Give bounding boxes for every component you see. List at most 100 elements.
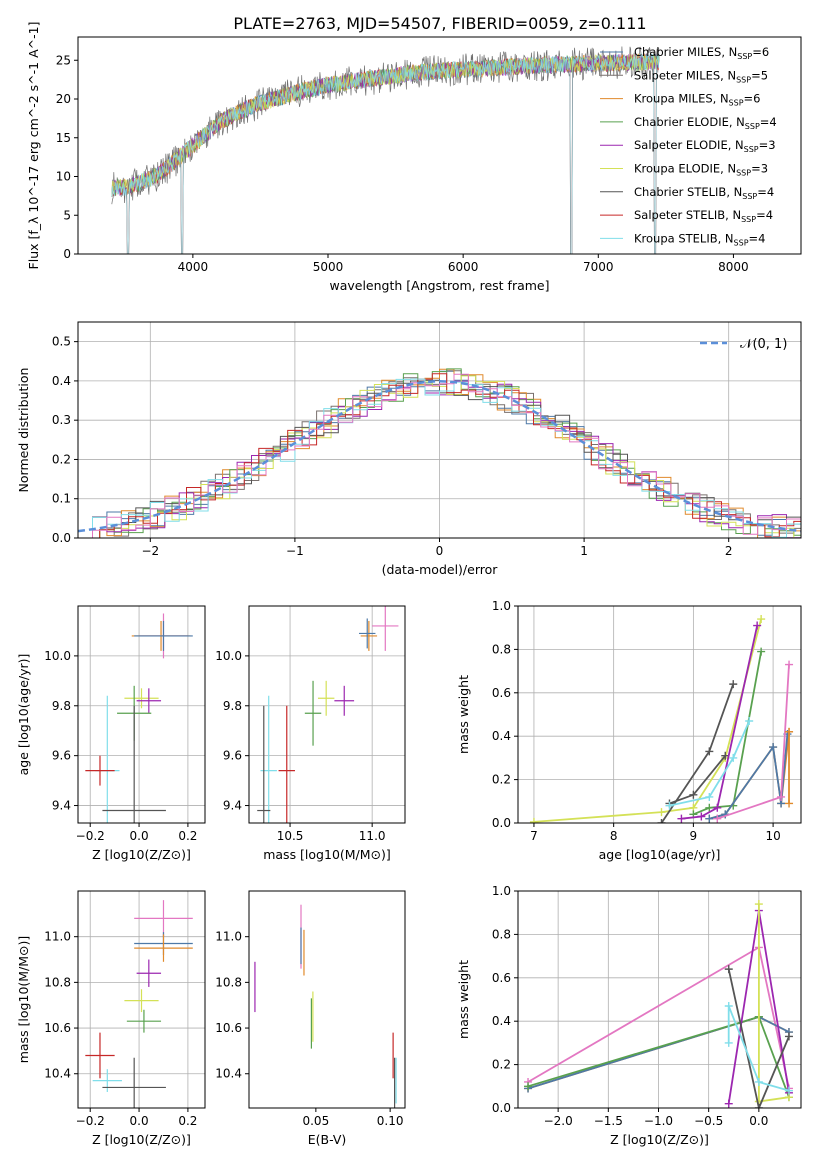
x-tick-label: 0.2	[178, 1114, 197, 1128]
y-tick-label: 10.0	[215, 649, 242, 663]
panel-mass_vs_Z: −0.2 0.0 0.2 10.4 10.6 10.8 11.0 Z [log10(Z/Z⊙)…	[16, 890, 206, 1147]
plot-area-mass_vs_ebv	[254, 904, 397, 1108]
x-tick-label: 7	[530, 829, 538, 843]
axes-frame	[517, 605, 802, 824]
errorbar-point	[136, 688, 162, 714]
y-tick-label: 20	[56, 92, 71, 106]
x-tick-label: −0.5	[694, 1114, 723, 1128]
weight-marker	[753, 621, 762, 630]
weight-marker	[784, 1032, 793, 1041]
y-axis-label: mass weight	[456, 960, 471, 1039]
x-tick-label: 11.0	[359, 829, 386, 843]
y-tick-label: 10	[56, 170, 71, 184]
errorbar-point	[102, 705, 166, 823]
y-tick-label: 25	[56, 53, 71, 67]
y-axis-label: mass weight	[456, 675, 471, 754]
y-tick-label: 10.6	[215, 1021, 242, 1035]
x-tick-label: 0.05	[302, 1114, 329, 1128]
plot-area-age_vs_Z	[85, 613, 193, 823]
errorbar-point	[334, 685, 355, 716]
plot-area-residuals	[78, 368, 801, 538]
weight-marker	[724, 965, 733, 974]
histogram-series	[78, 373, 801, 538]
x-tick-label: 2	[725, 544, 733, 558]
errorbar-point	[134, 934, 193, 962]
weight-marker	[785, 660, 794, 669]
legend-label: 𝒩(0, 1)	[740, 337, 787, 352]
x-tick-label: −0.2	[76, 1114, 105, 1128]
y-tick-label: 0.0	[492, 1101, 511, 1115]
x-tick-label: −1.5	[594, 1114, 623, 1128]
y-axis-label: Flux [f_λ 10^-17 erg cm^-2 s^-1 A^-1]	[26, 22, 41, 270]
y-tick-label: 9.4	[52, 799, 71, 813]
weight-marker	[524, 1082, 533, 1091]
legend-label: Kroupa STELIB, NSSP=4	[634, 231, 765, 247]
weight-marker	[657, 808, 666, 817]
y-tick-label: 5	[63, 208, 71, 222]
y-tick-label: 1.0	[492, 599, 511, 613]
y-tick-label: 15	[56, 131, 71, 145]
x-axis-label: age [log10(age/yr)]	[599, 847, 721, 862]
x-tick-label: 10.5	[277, 829, 304, 843]
y-tick-label: 9.8	[52, 699, 71, 713]
x-tick-label: 10	[765, 829, 780, 843]
x-axis-label: mass [log10(M/M⊙)]	[263, 847, 391, 862]
x-tick-label: 7000	[583, 260, 614, 274]
errorbar-point	[257, 705, 271, 823]
y-tick-label: 10.6	[44, 1021, 71, 1035]
weight-series-line	[681, 625, 759, 820]
errorbar-point	[124, 989, 159, 1013]
x-axis-label: Z [log10(Z/Z⊙)]	[610, 1132, 709, 1147]
residual-legend: 𝒩(0, 1)	[700, 337, 787, 352]
y-tick-label: 10.4	[44, 1067, 71, 1081]
errorbar-point	[102, 1057, 166, 1108]
axes-frame	[77, 36, 802, 255]
weight-series-line	[727, 1005, 790, 1092]
weight-marker	[745, 717, 754, 726]
axes-frame	[77, 890, 206, 1109]
weight-marker	[724, 1099, 733, 1108]
x-tick-label: 8000	[718, 260, 749, 274]
figure-title: PLATE=2763, MJD=54507, FIBERID=0059, z=0…	[233, 14, 646, 33]
errorbar-point	[85, 755, 115, 786]
y-tick-label: 9.4	[223, 799, 242, 813]
panel-age_vs_mass: 10.5 11.0 9.4 9.6 9.8 10.0 mass [log10(M/M⊙)]	[215, 605, 406, 862]
legend-label: Salpeter MILES, NSSP=5	[634, 68, 768, 84]
weight-marker	[697, 812, 706, 821]
weight-series-line	[693, 651, 762, 816]
errorbar-point	[136, 959, 162, 987]
y-tick-label: 0.2	[52, 452, 71, 466]
x-tick-label: −0.2	[76, 829, 105, 843]
y-tick-label: 0	[63, 247, 71, 261]
weight-marker	[757, 647, 766, 656]
spectrum-legend: Chabrier MILES, NSSP=6 Salpeter MILES, NS…	[600, 45, 777, 247]
x-axis-label: Z [log10(Z/Z⊙)]	[92, 847, 191, 862]
axes-frame	[248, 890, 406, 1109]
errorbar-point	[359, 618, 376, 649]
legend-label: Chabrier ELODIE, NSSP=4	[634, 115, 777, 131]
weight-marker	[713, 814, 722, 823]
y-tick-label: 0.4	[492, 1014, 511, 1028]
panel-weight_vs_age: 7 8 9 10 0.0 0.2 0.4 0.6 0.8 1.0 age [log10(age/yr…	[456, 599, 802, 862]
y-tick-label: 0.0	[52, 531, 71, 545]
weight-marker	[757, 615, 766, 624]
y-tick-label: 0.1	[52, 492, 71, 506]
x-tick-label: 8	[610, 829, 618, 843]
x-tick-label: −2.0	[544, 1114, 573, 1128]
weight-marker	[754, 1104, 763, 1108]
weight-marker	[729, 680, 738, 689]
legend-label: Kroupa MILES, NSSP=6	[634, 92, 760, 108]
plot-area-weight_vs_Z	[524, 900, 793, 1108]
plot-area-weight_vs_age	[529, 615, 794, 823]
y-tick-label: 0.2	[492, 1058, 511, 1072]
x-tick-label: 0.2	[178, 829, 197, 843]
x-tick-label: 0.0	[749, 1114, 768, 1128]
errorbar-point	[360, 620, 378, 651]
weight-marker	[713, 803, 722, 812]
weight-marker	[724, 1038, 733, 1047]
plot-area-spectrum	[111, 46, 660, 254]
x-tick-label: −1.0	[644, 1114, 673, 1128]
panel-weight_vs_Z: −2.0 −1.5 −1.0 −0.5 0.0 0.0 0.2 0.4 0.6 0.8 1.0 Z […	[456, 884, 802, 1147]
y-axis-label: mass [log10(M/M⊙)]	[16, 936, 31, 1064]
plot-area-mass_vs_Z	[85, 900, 193, 1108]
